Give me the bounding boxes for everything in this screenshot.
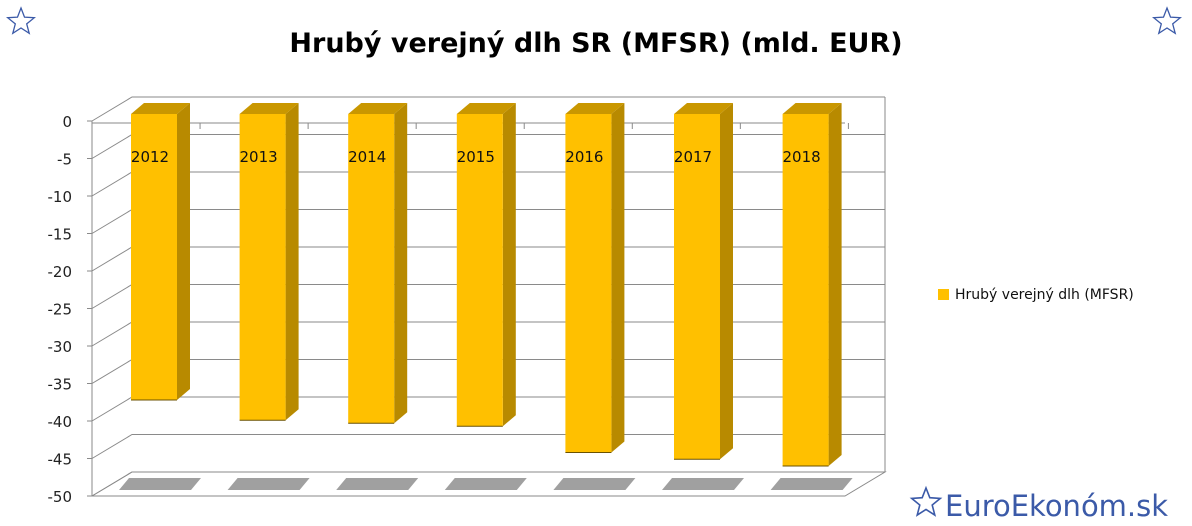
- category-label: 2016: [565, 148, 603, 166]
- bar-shadow: [553, 478, 636, 490]
- chart-title: Hrubý verejný dlh SR (MFSR) (mld. EUR): [289, 28, 902, 59]
- bar-shadow: [770, 478, 853, 490]
- bar-side: [394, 103, 408, 424]
- bar-top: [565, 103, 625, 114]
- bar-side: [720, 103, 733, 460]
- bar-side: [828, 103, 842, 466]
- y-tick-labels: 0 -5 -10 -15 -20 -25 -30 -35 -40 -45 -50: [48, 113, 73, 506]
- star-outline-icon: [909, 485, 943, 517]
- category-label: 2018: [783, 148, 821, 166]
- y-tick-label: -50: [48, 488, 73, 506]
- bar: [348, 114, 395, 424]
- category-label: 2014: [348, 148, 386, 166]
- y-tick-label: -5: [57, 151, 72, 169]
- y-tick-label: -45: [48, 451, 73, 469]
- bar: [674, 114, 720, 460]
- bar: [565, 114, 612, 453]
- bar-top: [239, 103, 299, 114]
- brand-text: EuroEkonóm.sk: [945, 489, 1168, 523]
- y-tick-label: -35: [48, 376, 73, 394]
- star-outline-icon: [6, 6, 36, 35]
- bar-top: [131, 103, 190, 114]
- category-label: 2017: [674, 148, 712, 166]
- bar-top: [674, 103, 733, 114]
- gridline: [91, 471, 885, 497]
- bar: [456, 114, 503, 427]
- bar-shadow: [336, 478, 419, 490]
- gridline: [91, 96, 885, 122]
- bar-shadow: [444, 478, 527, 490]
- y-tick-label: -15: [48, 226, 73, 244]
- star-outline-icon: [909, 485, 943, 517]
- category-label: 2015: [457, 148, 495, 166]
- y-tick-label: -10: [48, 188, 73, 206]
- bar-shadow: [227, 478, 310, 490]
- y-tick-label: -25: [48, 301, 73, 319]
- bar: [239, 114, 286, 421]
- corner-stars: [6, 6, 1182, 35]
- category-label: 2012: [131, 148, 169, 166]
- bar-top: [348, 103, 408, 114]
- bar-shadows: [119, 478, 853, 490]
- bar-shadow: [119, 478, 201, 490]
- legend: Hrubý verejný dlh (MFSR): [938, 287, 1134, 303]
- bar-side: [177, 103, 190, 400]
- brand: EuroEkonóm.sk: [909, 485, 1168, 523]
- legend-swatch: [938, 289, 949, 300]
- category-label: 2013: [240, 148, 278, 166]
- category-labels: 2012 2013 2014 2015 2016 2017 2018: [131, 148, 821, 166]
- bar-top: [782, 103, 842, 114]
- y-tick-label: -20: [48, 263, 73, 281]
- bars: [131, 103, 842, 467]
- legend-label: Hrubý verejný dlh (MFSR): [955, 287, 1134, 303]
- bar-side: [611, 103, 625, 453]
- bar-top: [456, 103, 516, 114]
- bar: [131, 114, 177, 400]
- bar-side: [285, 103, 299, 421]
- star-outline-icon: [1152, 6, 1182, 35]
- bar: [782, 114, 829, 466]
- y-tick-label: 0: [62, 113, 72, 131]
- bar-side: [502, 103, 516, 427]
- y-tick-label: -40: [48, 413, 73, 431]
- y-tick-label: -30: [48, 338, 73, 356]
- bar-shadow: [662, 478, 744, 490]
- gridline: [91, 434, 885, 459]
